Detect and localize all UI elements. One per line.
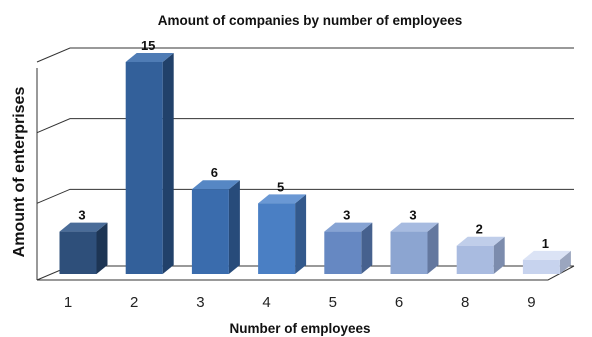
data-label: 6 [211,165,218,180]
bar [191,180,240,274]
bar [125,53,174,274]
bar-front [390,231,428,274]
x-tick-label: 5 [329,294,337,311]
x-tick-label: 6 [395,294,403,311]
bar-top [456,236,505,246]
data-label: 2 [476,222,483,237]
x-tick-label: 2 [130,294,138,311]
x-tick-label: 1 [64,294,72,311]
bar-side [559,250,571,274]
data-label: 5 [277,179,284,194]
bar [59,222,108,274]
bar-top [522,250,571,260]
x-tick-label: 8 [461,294,469,311]
bar-front [125,62,163,274]
bar-side [361,222,373,274]
bar [456,236,505,274]
x-tick-label: 4 [262,294,270,311]
x-axis-line [37,265,575,281]
data-label: 15 [141,38,155,53]
bar-top [324,222,373,232]
bar-top [191,180,240,190]
bar-front [456,245,494,274]
bar [522,250,571,274]
data-label: 3 [78,208,85,223]
gridline [36,188,574,204]
x-axis-label: Number of employees [229,321,370,336]
bar-front [258,203,296,274]
y-axis-label: Amount of enterprises [11,87,28,258]
bar-front [59,231,97,274]
gridline [36,118,574,134]
bar-top [390,222,439,232]
chart-title: Amount of companies by number of employe… [158,13,463,28]
bar-side [493,236,505,274]
bar-top [59,222,108,232]
data-label: 3 [343,208,350,223]
x-tick-labels: 1 2 3 4 5 6 8 9 [64,294,536,311]
bar [324,222,373,274]
data-label: 1 [542,236,549,251]
gridline [36,47,574,63]
bar-front [324,231,362,274]
bar-side [162,53,174,274]
bar-front [522,259,560,274]
data-label: 3 [409,208,416,223]
bar-top [258,194,307,204]
bar-side [427,222,439,274]
bar-front [191,189,229,274]
x-tick-label: 3 [196,294,204,311]
bar-side [295,194,307,274]
data-labels: 3 15 6 5 3 3 2 1 [78,38,549,251]
bar-top [125,53,174,62]
bars [59,53,571,274]
bar-side [96,222,108,274]
bar [390,222,439,274]
x-tick-label: 9 [527,294,535,311]
bar [258,194,307,274]
bar-side [228,180,240,274]
